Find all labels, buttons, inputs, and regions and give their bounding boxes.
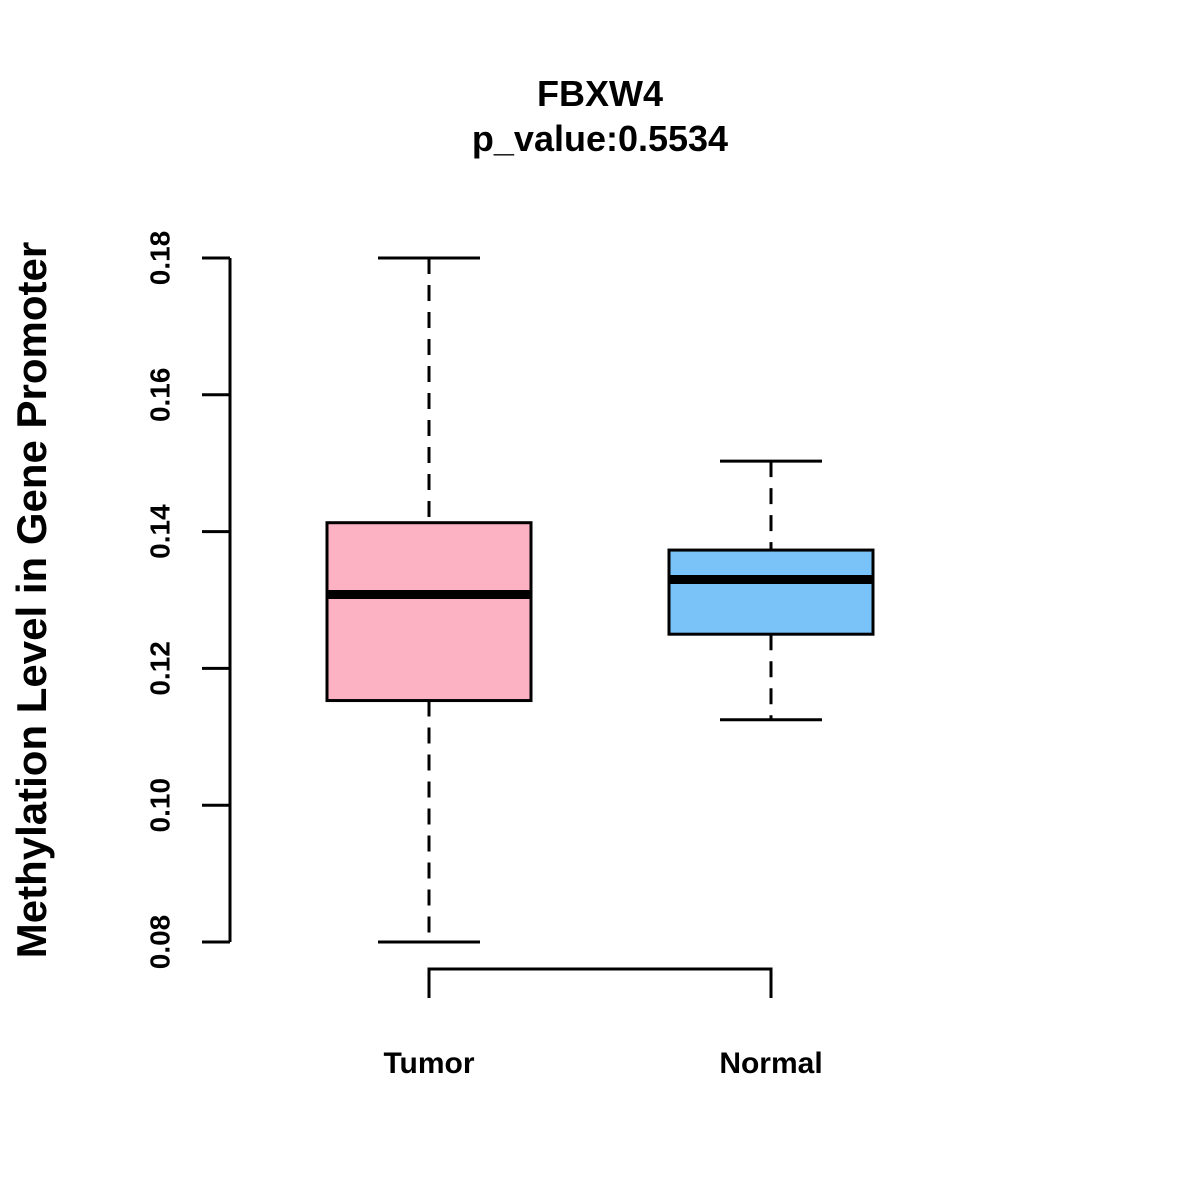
iqr-box	[667, 548, 875, 636]
chart-title: FBXW4	[537, 73, 663, 114]
y-tick-label: 0.08	[145, 915, 176, 970]
bracket-line	[427, 967, 773, 998]
y-tick-label: 0.10	[145, 778, 176, 833]
y-tick-label: 0.14	[145, 504, 176, 559]
boxes-group	[325, 256, 875, 944]
iqr-box	[325, 521, 533, 703]
significance-bracket	[427, 967, 773, 998]
x-label-tumor: Tumor	[383, 1047, 474, 1080]
chart-subtitle: p_value:0.5534	[472, 118, 728, 159]
y-tick-label: 0.16	[145, 368, 176, 423]
x-label-normal: Normal	[719, 1047, 822, 1080]
x-axis-labels: Tumor Normal	[383, 1047, 822, 1080]
box-tumor	[325, 256, 533, 944]
y-axis-label: Methylation Level in Gene Promoter	[8, 242, 55, 958]
y-axis: 0.08 0.10 0.12 0.14 0.16 0.18	[145, 231, 232, 970]
box-normal	[667, 459, 875, 722]
y-tick-label: 0.12	[145, 641, 176, 696]
y-tick-label: 0.18	[145, 231, 176, 286]
